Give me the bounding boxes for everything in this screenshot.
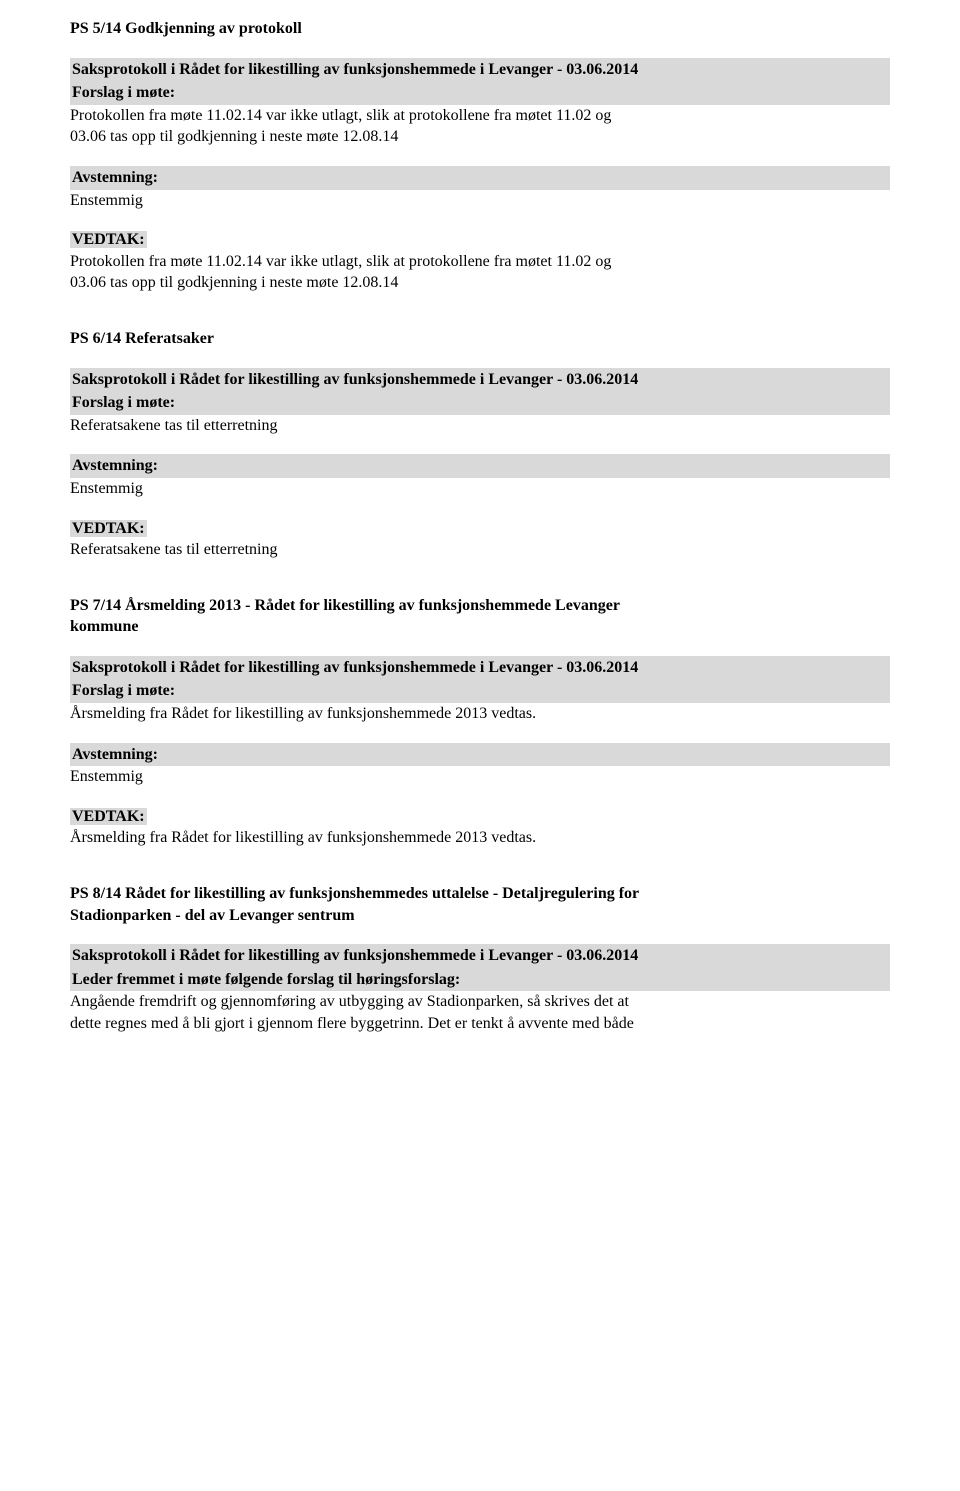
- ps6-forslag-body: Referatsakene tas til etterretning: [70, 415, 890, 437]
- ps5-vedtak-line2: 03.06 tas opp til godkjenning i neste mø…: [70, 272, 890, 294]
- ps5-vedtak-line1: Protokollen fra møte 11.02.14 var ikke u…: [70, 251, 890, 273]
- ps7-vedtak-row: VEDTAK:: [70, 806, 890, 828]
- ps7-title-line1: PS 7/14 Årsmelding 2013 - Rådet for like…: [70, 595, 890, 617]
- ps8-title-line1: PS 8/14 Rådet for likestilling av funksj…: [70, 883, 890, 905]
- ps7-title-line2: kommune: [70, 616, 890, 638]
- ps6-saksprotokoll: Saksprotokoll i Rådet for likestilling a…: [70, 368, 890, 392]
- ps5-avstemning-body: Enstemmig: [70, 190, 890, 212]
- page: PS 5/14 Godkjenning av protokoll Sakspro…: [0, 0, 960, 1075]
- ps6-forslag-label: Forslag i møte:: [70, 391, 890, 415]
- ps7-forslag-label: Forslag i møte:: [70, 679, 890, 703]
- ps8-body-line2: dette regnes med å bli gjort i gjennom f…: [70, 1013, 890, 1035]
- ps5-avstemning-label: Avstemning:: [70, 166, 890, 190]
- ps7-forslag-body: Årsmelding fra Rådet for likestilling av…: [70, 703, 890, 725]
- ps5-forslag-line1: Protokollen fra møte 11.02.14 var ikke u…: [70, 105, 890, 127]
- ps8-body-line1: Angående fremdrift og gjennomføring av u…: [70, 991, 890, 1013]
- ps5-title: PS 5/14 Godkjenning av protokoll: [70, 18, 890, 40]
- ps5-saksprotokoll: Saksprotokoll i Rådet for likestilling a…: [70, 58, 890, 82]
- ps8-title-line2: Stadionparken - del av Levanger sentrum: [70, 905, 890, 927]
- ps6-avstemning-label: Avstemning:: [70, 454, 890, 478]
- ps7-vedtak-label: VEDTAK:: [70, 808, 147, 825]
- ps6-vedtak-label: VEDTAK:: [70, 520, 147, 537]
- ps7-vedtak-body: Årsmelding fra Rådet for likestilling av…: [70, 827, 890, 849]
- ps5-forslag-line2: 03.06 tas opp til godkjenning i neste mø…: [70, 126, 890, 148]
- ps6-title: PS 6/14 Referatsaker: [70, 328, 890, 350]
- ps8-saksprotokoll: Saksprotokoll i Rådet for likestilling a…: [70, 944, 890, 968]
- ps8-leder-label: Leder fremmet i møte følgende forslag ti…: [70, 968, 890, 992]
- ps6-avstemning-body: Enstemmig: [70, 478, 890, 500]
- ps5-vedtak-row: VEDTAK:: [70, 229, 890, 251]
- ps5-forslag-label: Forslag i møte:: [70, 81, 890, 105]
- ps7-avstemning-label: Avstemning:: [70, 743, 890, 767]
- ps6-vedtak-body: Referatsakene tas til etterretning: [70, 539, 890, 561]
- ps6-vedtak-row: VEDTAK:: [70, 518, 890, 540]
- ps7-saksprotokoll: Saksprotokoll i Rådet for likestilling a…: [70, 656, 890, 680]
- ps7-avstemning-body: Enstemmig: [70, 766, 890, 788]
- ps5-vedtak-label: VEDTAK:: [70, 231, 147, 248]
